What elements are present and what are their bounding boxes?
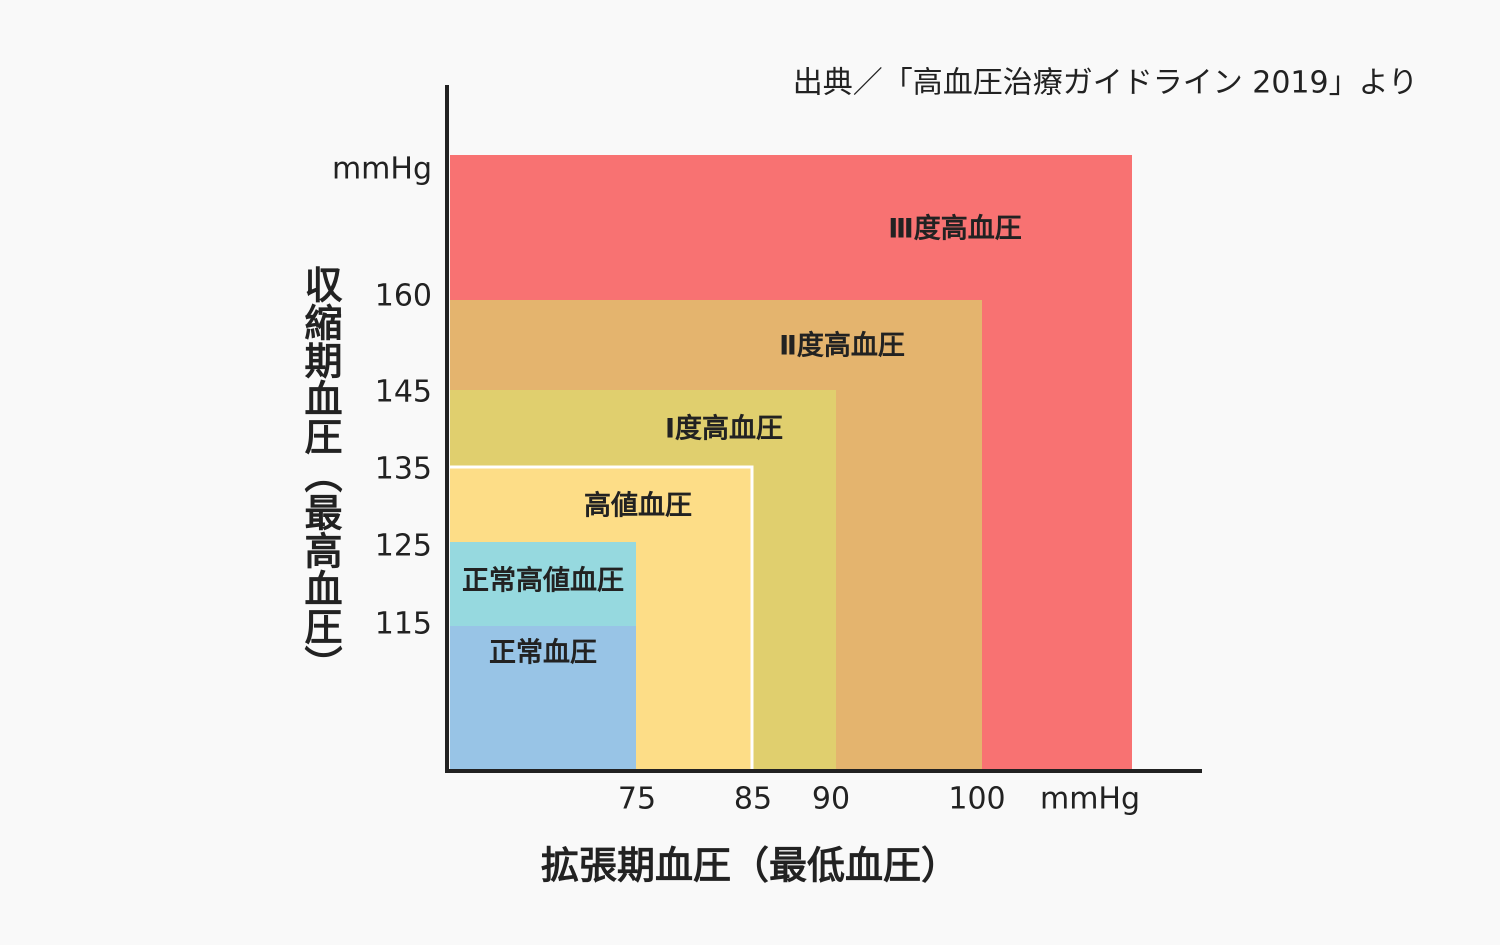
region-label: 高値血圧 xyxy=(584,490,692,522)
source: 出典／「高血圧治療ガイドライン 2019」より xyxy=(793,66,1418,101)
region-border xyxy=(450,465,754,770)
x-tick-label: 90 xyxy=(812,782,850,817)
x-axis-title: 拡張期血圧（最低血圧） xyxy=(541,844,959,888)
y-tick-label: 115 xyxy=(375,607,432,642)
regions xyxy=(450,155,1132,770)
y-tick-label: 125 xyxy=(375,529,432,564)
x-tick-label: 100 xyxy=(948,782,1005,817)
region-label: Ⅱ度高血圧 xyxy=(779,330,905,362)
region-label: Ⅲ度高血圧 xyxy=(888,213,1022,245)
y-tick-label: 135 xyxy=(375,452,432,487)
region-label: 正常高値血圧 xyxy=(462,565,624,597)
y-unit: mmHg xyxy=(332,152,432,187)
x-unit: mmHg xyxy=(1040,782,1140,817)
y-tick-label: 160 xyxy=(375,279,432,314)
region-label: Ⅰ度高血圧 xyxy=(665,413,783,445)
x-tick-label: 85 xyxy=(734,782,772,817)
y-axis-title: 収縮期血圧（最高血圧） xyxy=(298,265,342,683)
y-tick-label: 145 xyxy=(375,375,432,410)
region-label: 正常血圧 xyxy=(489,638,597,669)
region xyxy=(450,626,636,770)
x-tick-label: 75 xyxy=(618,782,656,817)
